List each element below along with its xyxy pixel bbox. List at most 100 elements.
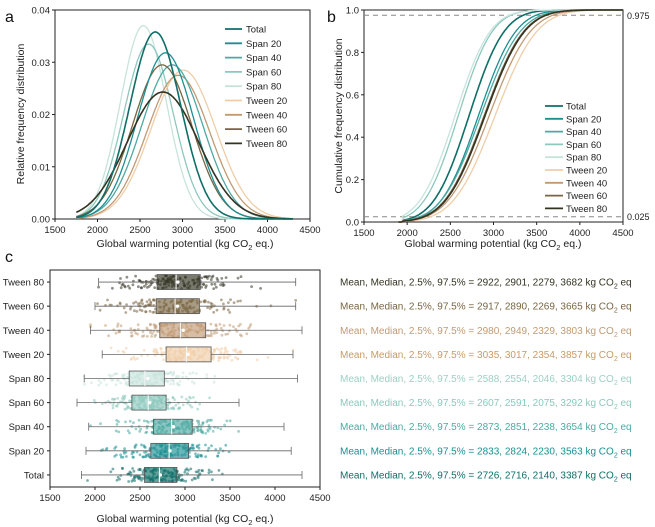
panel-c-point-span-20 (219, 447, 222, 451)
panel-c-point-span-40 (89, 424, 92, 427)
panel-c-point-tween-80 (203, 275, 206, 279)
panel-b-legend-label-tween-40: Tween 40 (566, 178, 607, 189)
panel-c-point-tween-20 (109, 346, 113, 350)
panel-c-mean-marker-tween-80 (176, 280, 180, 284)
panel-c-point-span-60 (188, 403, 192, 407)
panel-c-stats-prefix: Mean, Median, 2.5%, 97.5% = 2607, 2591, … (340, 398, 614, 409)
panel-c-point-span-20 (197, 453, 200, 457)
panel-c-point-span-60 (172, 406, 175, 410)
panel-c-point-tween-80 (210, 282, 214, 286)
panel-c-point-total (194, 470, 198, 474)
panel-c-point-tween-80 (239, 275, 243, 278)
panel-c-point-tween-20 (291, 348, 295, 352)
panel-c-point-span-60 (171, 396, 175, 400)
panel-c-point-span-20 (135, 450, 139, 454)
panel-b-reference-label: 0.025 (627, 212, 650, 222)
panel-c-point-span-60 (189, 396, 192, 400)
panel-c-point-tween-40 (245, 332, 249, 336)
panel-c-point-span-60 (174, 403, 178, 407)
panel-c-stats-sub: 2 (614, 380, 618, 387)
panel-c-point-tween-40 (157, 330, 160, 333)
panel-c-point-tween-20 (225, 349, 229, 353)
panel-c-point-total (109, 470, 113, 474)
panel-c-point-tween-40 (232, 325, 235, 329)
panel-c-point-span-80 (164, 371, 167, 375)
panel-c-point-span-80 (121, 374, 125, 378)
panel-c-point-span-60 (123, 394, 127, 398)
panel-c-point-tween-60 (212, 310, 216, 314)
panel-c-point-span-20 (217, 451, 221, 455)
panel-c-point-span-60 (106, 399, 110, 403)
panel-c-stats-suffix: eq (618, 398, 632, 409)
panel-c-stats-text-tween-60: Mean, Median, 2.5%, 97.5% = 2917, 2890, … (340, 302, 632, 315)
panel-c-point-span-40 (150, 431, 154, 434)
panel-c-point-span-20 (207, 446, 211, 450)
panel-c-stats-text-span-80: Mean, Median, 2.5%, 97.5% = 2588, 2554, … (340, 374, 632, 387)
panel-b-x-tick-label: 1500 (353, 228, 374, 239)
panel-c-point-tween-80 (128, 286, 132, 290)
panel-c-point-span-80 (119, 381, 122, 385)
panel-c-point-tween-60 (118, 301, 122, 305)
panel-c-point-tween-80 (111, 286, 114, 290)
panel-c-point-total (133, 479, 137, 482)
panel-c-point-span-80 (213, 374, 217, 378)
panel-c-point-tween-80 (143, 284, 146, 288)
panel-c-stats-text-tween-40: Mean, Median, 2.5%, 97.5% = 2980, 2949, … (340, 326, 632, 339)
panel-c-point-tween-40 (239, 333, 242, 337)
panel-c-point-tween-40 (209, 322, 213, 326)
panel-a-series-total (76, 31, 293, 220)
panel-c-point-span-60 (122, 398, 125, 401)
panel-c-point-tween-80 (126, 284, 130, 288)
panel-c-point-tween-80 (140, 286, 143, 290)
panel-c-point-span-20 (190, 443, 194, 447)
panel-c-point-tween-80 (125, 275, 129, 279)
panel-c-point-tween-60 (226, 308, 230, 312)
panel-c-point-tween-80 (200, 285, 204, 289)
panel-c-point-tween-40 (141, 335, 144, 338)
panel-c-point-tween-20 (155, 348, 158, 352)
panel-c-point-span-40 (99, 422, 102, 426)
panel-c-point-span-20 (134, 443, 138, 447)
panel-c-point-tween-20 (226, 356, 230, 360)
panel-c-point-span-60 (190, 405, 194, 409)
panel-c-point-span-60 (126, 405, 130, 408)
panel-c-point-span-60 (198, 402, 202, 406)
panel-c-point-tween-80 (137, 285, 140, 289)
panel-c-stats-prefix: Mean, Median, 2.5%, 97.5% = 2833, 2824, … (340, 446, 614, 457)
panel-c-chart: Global warming potential (kg CO2 eq.) 15… (3, 269, 632, 527)
panel-c-point-span-40 (132, 421, 135, 425)
panel-c-point-tween-80 (144, 282, 148, 286)
panel-a-x-tick-label: 4500 (299, 225, 320, 236)
panel-c-point-tween-20 (234, 348, 238, 351)
panel-c-x-tick-label: 3000 (174, 493, 195, 504)
panel-a-legend-label-tween-60: Tween 60 (246, 125, 287, 136)
panel-c-point-tween-80 (212, 287, 216, 290)
panel-c-point-tween-60 (229, 298, 232, 302)
panel-c-point-tween-40 (114, 331, 118, 335)
panel-b-x-tick-label: 4500 (612, 228, 633, 239)
panel-c-stats-prefix: Mean, Median, 2.5%, 97.5% = 2588, 2554, … (340, 374, 614, 385)
panel-c-point-tween-60 (140, 309, 144, 313)
panel-c-point-tween-80 (224, 276, 228, 279)
panel-a-legend-label-span-80: Span 80 (246, 82, 281, 93)
panel-c-mean-marker-span-80 (146, 376, 150, 381)
panel-c-point-span-20 (216, 454, 220, 458)
panel-c-point-tween-20 (122, 350, 126, 354)
panel-c-point-span-40 (128, 419, 132, 423)
panel-c-point-tween-60 (215, 308, 219, 312)
panel-c-point-tween-80 (120, 283, 124, 287)
panel-c-point-tween-60 (145, 300, 149, 304)
panel-c-point-total (138, 468, 142, 472)
panel-c-point-tween-60 (144, 310, 148, 314)
panel-c-point-span-40 (198, 423, 201, 427)
panel-c-stats-sub: 2 (614, 284, 618, 291)
panel-c-category-label-span-80: Span 80 (9, 374, 44, 385)
panel-c-point-tween-20 (116, 349, 120, 353)
panel-c-point-tween-40 (117, 330, 121, 334)
panel-c-category-label-tween-80: Tween 80 (3, 278, 44, 289)
panel-c-stats-sub: 2 (614, 428, 618, 435)
panel-c-point-span-20 (143, 450, 146, 454)
panel-c-point-span-20 (210, 444, 213, 448)
panel-a-x-tick-label: 1500 (44, 225, 65, 236)
panel-c-point-span-40 (205, 420, 209, 424)
